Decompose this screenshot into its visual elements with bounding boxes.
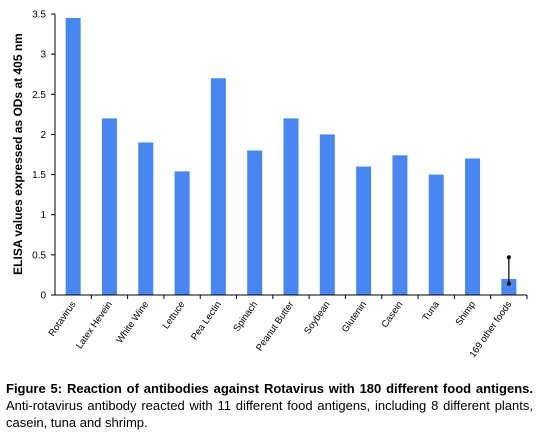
bar <box>356 166 372 295</box>
y-tick-label: 2.5 <box>32 90 46 101</box>
x-tick-label: Glutenin <box>340 299 369 334</box>
bar <box>210 78 226 295</box>
y-tick-label: 3.5 <box>32 10 46 21</box>
error-bar-cap-low <box>506 281 511 286</box>
bar <box>101 118 117 295</box>
bar <box>283 118 299 295</box>
error-bar-cap-high <box>506 255 511 260</box>
bar <box>174 171 190 295</box>
x-tick-label: Latex Hevein <box>74 299 115 351</box>
x-tick-label: White Wine <box>114 299 151 345</box>
y-tick-label: 1 <box>40 210 46 221</box>
x-tick-label: Peanut Butter <box>254 299 296 353</box>
caption-text: Anti-rotavirus antibody reacted with 11 … <box>6 398 533 430</box>
y-tick-label: 0.5 <box>32 250 46 261</box>
bar <box>319 134 335 295</box>
bar <box>428 174 444 295</box>
figure-caption: Figure 5: Reaction of antibodies against… <box>6 380 533 431</box>
bar <box>65 18 81 296</box>
bar <box>501 278 517 295</box>
x-tick-label: Soybean <box>302 299 333 336</box>
x-tick-label: Shimp <box>454 299 478 327</box>
x-tick-label: Spinach <box>231 299 260 333</box>
x-tick-label: Pea Lectin <box>189 299 224 342</box>
x-tick-label: Casein <box>379 299 405 330</box>
y-axis-label: ELISA values expressed as ODs at 405 nm <box>11 33 25 275</box>
y-tick-label: 3 <box>40 50 46 61</box>
y-tick-label: 2 <box>40 130 46 141</box>
x-tick-label: Rotavirus <box>47 299 79 338</box>
x-tick-label: Lettuce <box>161 299 188 331</box>
x-tick-label: Tuna <box>420 299 442 323</box>
bar <box>465 158 481 295</box>
bar <box>247 150 263 295</box>
y-tick-label: 1.5 <box>32 170 46 181</box>
caption-title: Figure 5: Reaction of antibodies against… <box>6 381 533 396</box>
bar-chart: ELISA values expressed as ODs at 405 nm … <box>11 10 528 360</box>
bar <box>138 142 154 295</box>
y-tick-label: 0 <box>40 291 46 302</box>
bar <box>392 155 408 295</box>
